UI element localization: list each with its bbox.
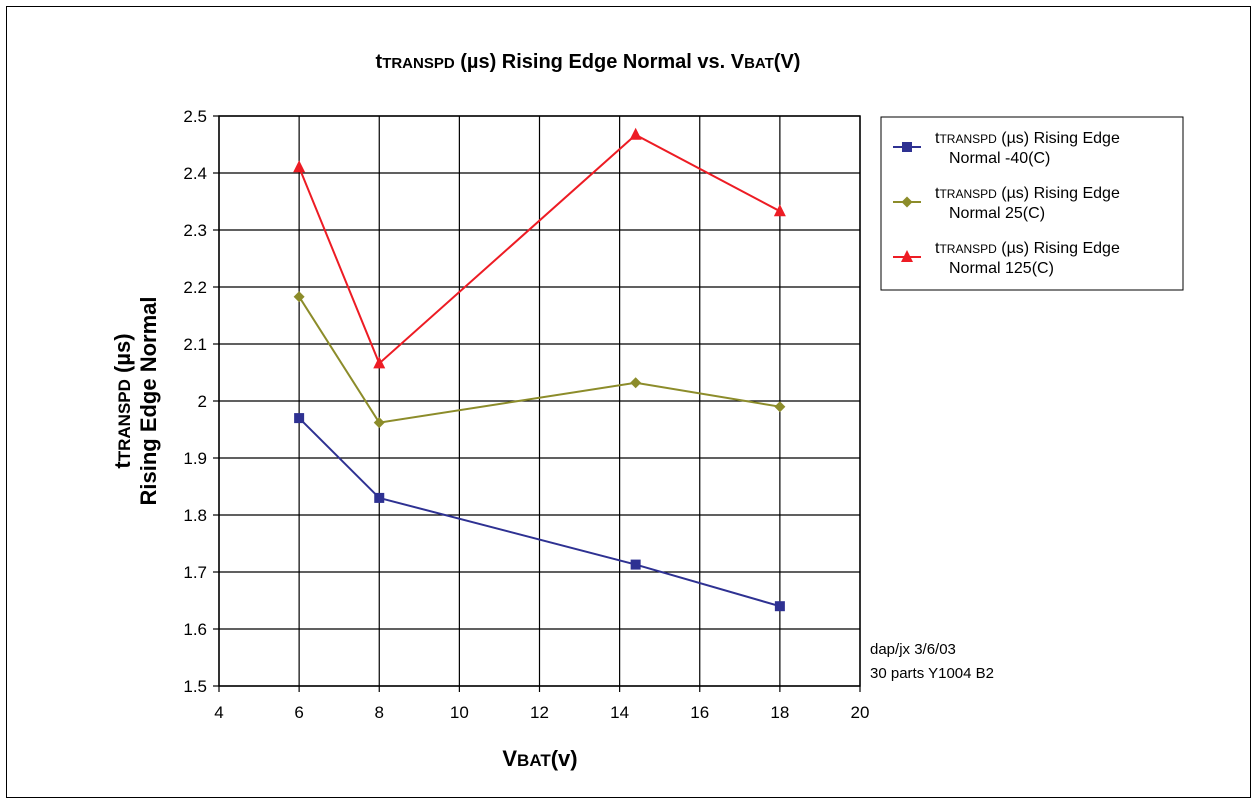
x-tick-label: 10 bbox=[450, 703, 469, 722]
legend-label-line2: Normal -40(C) bbox=[949, 150, 1050, 167]
data-point-0-3 bbox=[774, 601, 785, 612]
legend-label-line2: Normal 125(C) bbox=[949, 260, 1054, 277]
data-point-1-3 bbox=[774, 401, 786, 413]
legend-item-1: tTRANSPD (µs) Rising Edge Normal 25(C) bbox=[893, 185, 1120, 222]
y-tick-label: 2 bbox=[198, 392, 207, 411]
series-group bbox=[293, 127, 786, 612]
y-axis-title-line1: tTRANSPD (µs) bbox=[110, 333, 135, 468]
x-tick-label: 12 bbox=[530, 703, 549, 722]
series-line-2 bbox=[298, 133, 781, 366]
data-point-1-2 bbox=[630, 377, 642, 389]
x-tick-label: 14 bbox=[610, 703, 629, 722]
legend-item-0: tTRANSPD (µs) Rising Edge Normal -40(C) bbox=[893, 130, 1120, 167]
data-point-0-2 bbox=[630, 559, 641, 570]
y-tick-labels: 1.5 1.6 1.7 1.8 1.9 2 2.1 2.2 2.3 2.4 2.5 bbox=[183, 107, 207, 696]
y-tick-label: 2.2 bbox=[183, 278, 207, 297]
chart-title: tTRANSPD (µs) Rising Edge Normal vs. VBA… bbox=[376, 51, 801, 73]
y-axis-title-line2: Rising Edge Normal bbox=[136, 296, 161, 505]
x-tick-labels: 4 6 8 10 12 14 16 18 20 bbox=[214, 703, 869, 722]
legend-box bbox=[880, 116, 1184, 291]
legend-label-line1: tTRANSPD (µs) Rising Edge bbox=[935, 185, 1120, 202]
x-tick-label: 8 bbox=[375, 703, 384, 722]
y-axis-title: tTRANSPD (µs) Rising Edge Normal bbox=[110, 296, 161, 505]
legend-label-line1: tTRANSPD (µs) Rising Edge bbox=[935, 240, 1120, 257]
legend-label-line1: tTRANSPD (µs) Rising Edge bbox=[935, 130, 1120, 147]
annotation-line2: 30 parts Y1004 B2 bbox=[870, 665, 994, 682]
x-tick-label: 4 bbox=[214, 703, 223, 722]
series-line-1 bbox=[298, 296, 781, 424]
series-1 bbox=[293, 291, 786, 429]
data-point-0-0 bbox=[294, 413, 305, 424]
legend-swatch-marker bbox=[901, 196, 913, 208]
x-tick-label: 20 bbox=[851, 703, 870, 722]
x-tick-label: 6 bbox=[294, 703, 303, 722]
data-point-1-1 bbox=[373, 417, 385, 429]
x-axis-title: VBAT(v) bbox=[502, 746, 577, 771]
annotation-line1: dap/jx 3/6/03 bbox=[870, 641, 956, 658]
data-point-0-1 bbox=[374, 492, 385, 503]
y-tick-label: 1.6 bbox=[183, 620, 207, 639]
plot-area-border bbox=[218, 115, 861, 687]
series-line-0 bbox=[298, 417, 781, 608]
y-tick-label: 1.8 bbox=[183, 506, 207, 525]
y-tick-label: 2.1 bbox=[183, 335, 207, 354]
y-tick-label: 2.4 bbox=[183, 164, 207, 183]
x-tick-label: 18 bbox=[770, 703, 789, 722]
y-tick-label: 1.9 bbox=[183, 449, 207, 468]
legend-label-line2: Normal 25(C) bbox=[949, 205, 1045, 222]
data-point-2-1 bbox=[373, 356, 386, 369]
data-point-1-0 bbox=[293, 291, 305, 303]
y-tick-label: 1.5 bbox=[183, 677, 207, 696]
y-tick-label: 2.3 bbox=[183, 221, 207, 240]
data-point-2-2 bbox=[629, 127, 642, 140]
x-tick-label: 16 bbox=[690, 703, 709, 722]
data-point-2-0 bbox=[293, 160, 306, 173]
data-point-2-3 bbox=[773, 204, 786, 217]
legend-item-2: tTRANSPD (µs) Rising Edge Normal 125(C) bbox=[893, 240, 1120, 277]
y-tick-label: 2.5 bbox=[183, 107, 207, 126]
series-0 bbox=[294, 413, 785, 612]
y-tick-label: 1.7 bbox=[183, 563, 207, 582]
series-2 bbox=[293, 127, 786, 369]
legend-swatch-marker bbox=[902, 142, 912, 152]
legend-swatch-marker bbox=[901, 250, 913, 262]
